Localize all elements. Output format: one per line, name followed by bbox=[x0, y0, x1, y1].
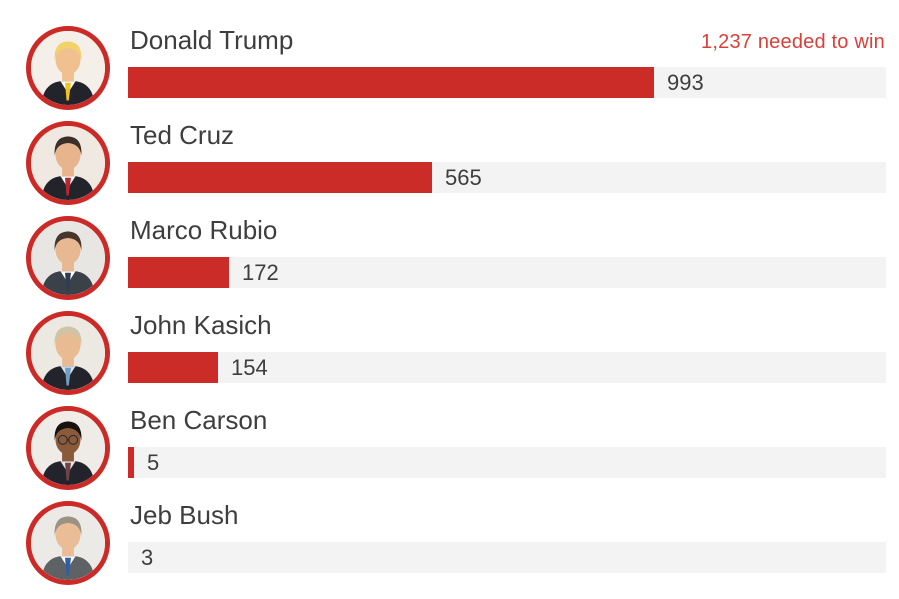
delegate-bar-track: 154 bbox=[128, 352, 886, 383]
delegate-bar bbox=[128, 257, 229, 288]
delegate-bar-track: 3 bbox=[128, 542, 886, 573]
delegate-count: 172 bbox=[242, 259, 279, 285]
delegate-count: 565 bbox=[445, 164, 482, 190]
candidate-avatar bbox=[26, 121, 110, 205]
delegate-bar-track: 993 bbox=[128, 67, 886, 98]
candidate-row: Donald Trump 993 bbox=[0, 0, 899, 110]
candidate-portrait-icon bbox=[31, 31, 105, 105]
candidate-name: Donald Trump bbox=[130, 25, 294, 55]
delegate-bar bbox=[128, 352, 218, 383]
candidate-avatar bbox=[26, 501, 110, 585]
delegate-bar-track: 5 bbox=[128, 447, 886, 478]
delegate-bar bbox=[128, 67, 654, 98]
delegate-bar-track: 172 bbox=[128, 257, 886, 288]
candidate-avatar bbox=[26, 406, 110, 490]
candidate-row: Marco Rubio 172 bbox=[0, 190, 899, 300]
delegate-count: 154 bbox=[231, 354, 268, 380]
candidate-row: Jeb Bush 3 bbox=[0, 475, 899, 585]
candidate-portrait-icon bbox=[31, 411, 105, 485]
candidate-avatar bbox=[26, 311, 110, 395]
needed-to-win-label: 1,237 needed to win bbox=[701, 31, 885, 53]
candidate-avatar bbox=[26, 216, 110, 300]
candidate-name: Marco Rubio bbox=[130, 215, 278, 245]
candidate-portrait-icon bbox=[31, 126, 105, 200]
candidate-portrait-icon bbox=[31, 221, 105, 295]
candidate-name: Jeb Bush bbox=[130, 500, 239, 530]
delegate-count: 5 bbox=[147, 449, 160, 475]
candidate-row: John Kasich 154 bbox=[0, 285, 899, 395]
candidate-name: John Kasich bbox=[130, 310, 272, 340]
candidate-portrait-icon bbox=[31, 506, 105, 580]
candidate-row: Ted Cruz 565 bbox=[0, 95, 899, 205]
delegate-bar bbox=[128, 447, 134, 478]
delegate-count: 3 bbox=[141, 544, 154, 570]
candidate-avatar bbox=[26, 26, 110, 110]
candidate-name: Ben Carson bbox=[130, 405, 268, 435]
candidate-name: Ted Cruz bbox=[130, 120, 235, 150]
candidate-row: Ben Carson 5 bbox=[0, 380, 899, 490]
candidate-portrait-icon bbox=[31, 316, 105, 390]
delegate-bar bbox=[128, 162, 432, 193]
delegate-count: 993 bbox=[667, 69, 704, 95]
delegate-bar-track: 565 bbox=[128, 162, 886, 193]
